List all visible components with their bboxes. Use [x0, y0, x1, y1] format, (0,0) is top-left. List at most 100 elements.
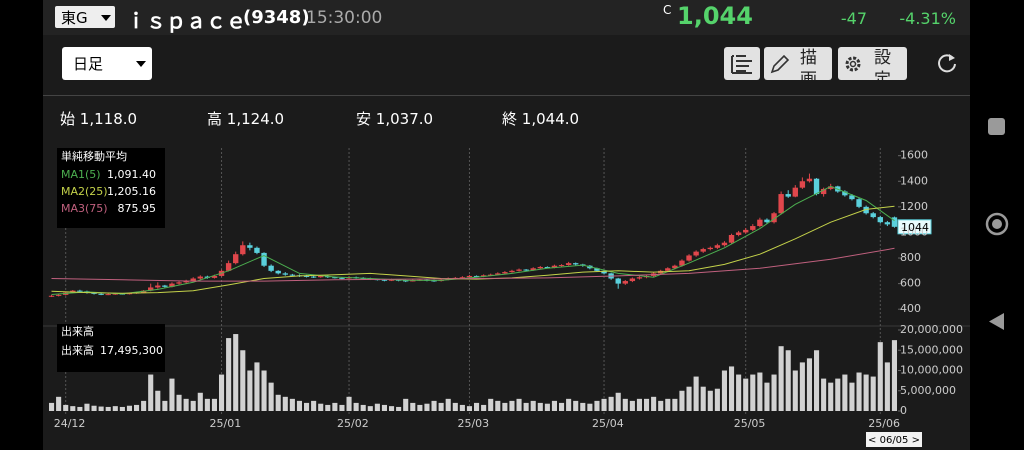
candle-body: [268, 265, 274, 271]
volume-bar: [275, 394, 281, 411]
volume-bar: [558, 402, 565, 411]
volume-bar: [119, 406, 125, 411]
volume-bar: [806, 358, 813, 411]
gear-icon: [845, 56, 861, 72]
volume-bar: [424, 403, 430, 411]
volume-bar: [643, 398, 650, 411]
candle-body: [693, 251, 699, 256]
volume-bar: [721, 370, 728, 411]
candle-body: [679, 260, 685, 266]
candle-body: [891, 217, 898, 227]
candle-body: [806, 178, 813, 182]
x-tick-label: 25/05: [734, 417, 766, 430]
candle-body: [310, 276, 317, 278]
candle-body: [728, 235, 735, 243]
settings-button[interactable]: [838, 47, 907, 80]
legend-value: 875.95: [118, 202, 157, 215]
volume-bar: [799, 362, 805, 411]
header-bar: [43, 0, 970, 35]
candle-body: [473, 275, 480, 277]
candle-body: [254, 247, 260, 253]
volume-bar: [374, 403, 380, 411]
candle-body: [233, 254, 239, 264]
x-tick-label: 25/02: [337, 417, 369, 430]
volume-bar: [842, 374, 848, 411]
candle-body: [601, 270, 607, 274]
volume-bar: [594, 400, 600, 411]
volume-bar: [360, 404, 366, 411]
candle-body: [162, 285, 168, 287]
y-tick-label: 1400: [900, 174, 928, 187]
volume-current-value: 17,495,300: [100, 344, 163, 357]
volume-bar: [197, 392, 203, 411]
volume-bar: [176, 394, 182, 411]
exchange-select[interactable]: 東G: [55, 6, 115, 28]
candle-body: [544, 266, 551, 268]
candle-body: [410, 280, 416, 282]
candle-body: [877, 217, 883, 223]
candle-body: [211, 275, 218, 278]
volume-tick-label: 0: [900, 404, 907, 417]
volume-tick-label: 5,000,000: [900, 384, 956, 397]
candle-body: [672, 265, 678, 269]
volume-tick-label: 15,000,000: [900, 343, 963, 356]
refresh-button[interactable]: [934, 50, 960, 76]
volume-bar: [686, 386, 692, 411]
volume-bar: [629, 400, 635, 411]
volume-legend-box: [57, 324, 165, 372]
draw-button[interactable]: [764, 47, 832, 80]
volume-bar: [672, 398, 678, 411]
volume-bar: [445, 398, 451, 411]
nav-recent[interactable]: [988, 118, 1005, 135]
nav-back[interactable]: [989, 313, 1004, 330]
candle-body: [573, 263, 579, 265]
cursor-date-box: [866, 432, 922, 447]
candle-body: [636, 277, 643, 279]
x-tick-label: 25/06: [868, 417, 900, 430]
volume-bar: [452, 402, 458, 411]
volume-bar: [523, 402, 529, 411]
volume-bar: [821, 378, 827, 411]
volume-bar: [509, 400, 515, 411]
volume-bar: [84, 403, 90, 411]
volume-bar: [743, 378, 749, 411]
x-tick-label: 25/01: [210, 417, 242, 430]
volume-bar: [828, 382, 834, 411]
volume-bar: [148, 374, 154, 411]
period-select[interactable]: 日足: [62, 47, 152, 80]
volume-bar: [636, 398, 643, 411]
volume-bar: [884, 362, 890, 411]
candle-body: [750, 226, 756, 230]
candle-body: [686, 255, 692, 261]
volume-bar: [502, 402, 508, 411]
ohlc-value: 1,044.0: [521, 110, 580, 128]
volume-bar: [289, 398, 295, 411]
candle-body: [488, 274, 494, 276]
candle-body: [530, 268, 536, 271]
candle-body: [785, 194, 791, 197]
candle-body: [523, 269, 529, 271]
candle-body: [884, 222, 891, 225]
ohlc-value: 1,124.0: [226, 110, 285, 128]
candle-body: [714, 245, 721, 248]
nav-home[interactable]: [985, 212, 1009, 236]
volume-bar: [665, 398, 671, 411]
y-tick-label: 1000: [900, 225, 928, 238]
volume-bar: [218, 374, 225, 411]
list-button[interactable]: [724, 47, 760, 80]
candle-body: [247, 245, 253, 248]
candle-body: [502, 272, 508, 274]
candle-body: [665, 268, 671, 271]
volume-bar: [849, 382, 855, 411]
candle-body: [594, 268, 600, 271]
ohlc-label: 安: [356, 110, 372, 128]
stock-code: (9348): [243, 7, 310, 28]
candle-body: [615, 278, 621, 284]
volume-bar: [112, 406, 118, 411]
candle-body: [332, 277, 338, 279]
volume-bar: [877, 342, 883, 411]
candle-body: [282, 273, 288, 275]
y-tick-label: 1200: [900, 200, 928, 213]
ohlc-value: 1,037.0: [375, 110, 434, 128]
